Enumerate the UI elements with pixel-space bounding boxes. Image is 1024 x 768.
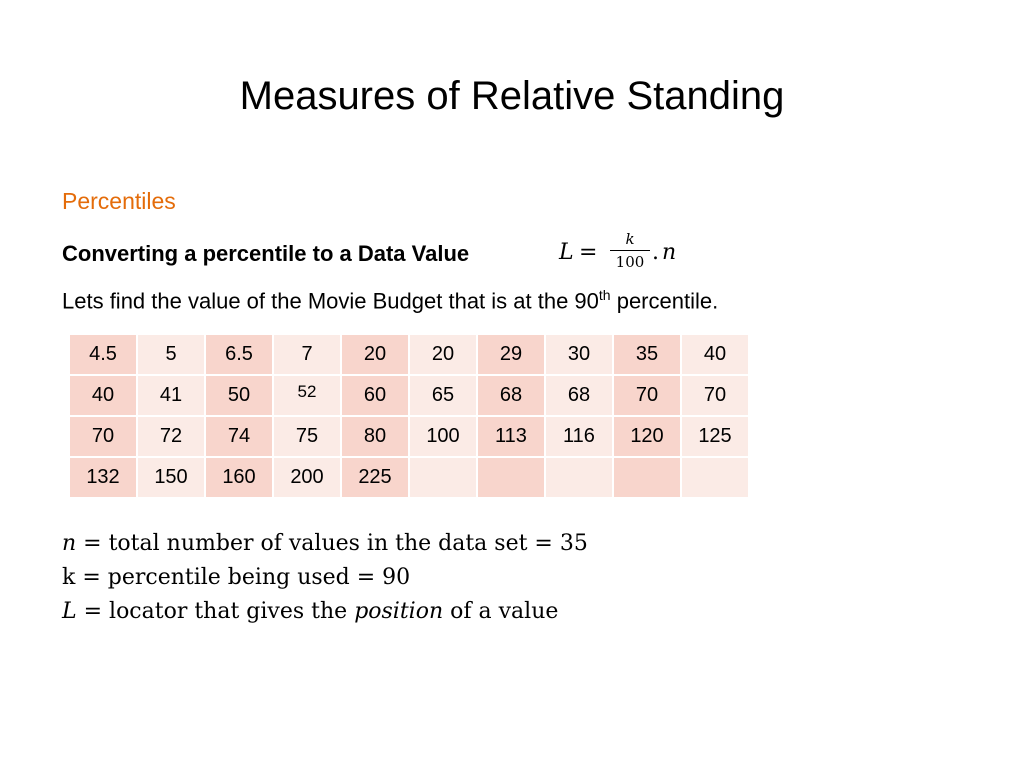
table-cell: 116 bbox=[546, 417, 612, 456]
table-cell: 132 bbox=[70, 458, 136, 497]
formula-numerator: k bbox=[625, 230, 635, 248]
definition-n: n = total number of values in the data s… bbox=[62, 527, 588, 561]
intro-sentence: Lets find the value of the Movie Budget … bbox=[62, 287, 718, 314]
table-cell: 52 bbox=[274, 376, 340, 415]
table-row: 4.5 5 6.5 7 20 20 29 30 35 40 bbox=[70, 335, 748, 374]
table-cell: 30 bbox=[546, 335, 612, 374]
table-cell: 40 bbox=[682, 335, 748, 374]
table-cell: 70 bbox=[70, 417, 136, 456]
table-cell: 75 bbox=[274, 417, 340, 456]
table-cell: 200 bbox=[274, 458, 340, 497]
table-cell: 20 bbox=[342, 335, 408, 374]
formula-n: n bbox=[662, 240, 677, 265]
convert-label: Converting a percentile to a Data Value bbox=[62, 241, 470, 266]
table-cell: 100 bbox=[410, 417, 476, 456]
table-cell bbox=[546, 458, 612, 497]
table-cell: 74 bbox=[206, 417, 272, 456]
l-definition-italic: position bbox=[354, 599, 444, 624]
table-cell: 29 bbox=[478, 335, 544, 374]
l-variable: L bbox=[62, 599, 77, 624]
table-cell: 150 bbox=[138, 458, 204, 497]
table-cell: 70 bbox=[614, 376, 680, 415]
table-cell: 35 bbox=[614, 335, 680, 374]
table-cell: 50 bbox=[206, 376, 272, 415]
table-cell: 160 bbox=[206, 458, 272, 497]
table-cell: 4.5 bbox=[70, 335, 136, 374]
intro-text-after: percentile. bbox=[610, 288, 719, 314]
intro-text-before: Lets find the value of the Movie Budget … bbox=[62, 288, 599, 314]
table-cell: 6.5 bbox=[206, 335, 272, 374]
table-row: 132 150 160 200 225 bbox=[70, 458, 748, 497]
table-cell: 41 bbox=[138, 376, 204, 415]
n-definition-text: = total number of values in the data set… bbox=[76, 531, 588, 556]
table-cell: 70 bbox=[682, 376, 748, 415]
table-cell: 80 bbox=[342, 417, 408, 456]
table-cell: 225 bbox=[342, 458, 408, 497]
formula-lhs: L bbox=[559, 240, 574, 265]
table-cell: 113 bbox=[478, 417, 544, 456]
table-cell: 72 bbox=[138, 417, 204, 456]
table-cell bbox=[682, 458, 748, 497]
table-cell: 40 bbox=[70, 376, 136, 415]
table-cell: 125 bbox=[682, 417, 748, 456]
table-cell: 60 bbox=[342, 376, 408, 415]
definitions: n = total number of values in the data s… bbox=[62, 527, 588, 629]
convert-row: Converting a percentile to a Data Value … bbox=[62, 230, 762, 272]
definition-k: k = percentile being used = 90 bbox=[62, 561, 588, 595]
k-definition-text: k = percentile being used = 90 bbox=[62, 565, 411, 590]
movie-budget-table: 4.5 5 6.5 7 20 20 29 30 35 40 40 41 50 52 60 65 68 68 70 70… bbox=[68, 333, 750, 499]
l-definition-before: = locator that gives the bbox=[76, 599, 355, 624]
l-definition-after: of a value bbox=[443, 599, 559, 624]
table-cell bbox=[410, 458, 476, 497]
table-cell bbox=[478, 458, 544, 497]
table-cell bbox=[614, 458, 680, 497]
n-variable: n bbox=[62, 531, 77, 556]
slide-title: Measures of Relative Standing bbox=[239, 74, 785, 118]
table-cell: 20 bbox=[410, 335, 476, 374]
table-cell: 65 bbox=[410, 376, 476, 415]
table-cell: 120 bbox=[614, 417, 680, 456]
definition-l: L = locator that gives the position of a… bbox=[62, 595, 588, 629]
table-cell: 5 bbox=[138, 335, 204, 374]
section-subheading: Percentiles bbox=[62, 188, 176, 214]
table-row: 40 41 50 52 60 65 68 68 70 70 bbox=[70, 376, 748, 415]
table-row: 70 72 74 75 80 100 113 116 120 125 bbox=[70, 417, 748, 456]
formula-dot: . bbox=[652, 240, 659, 265]
formula-fraction: k 100 bbox=[610, 229, 650, 271]
fraction-bar bbox=[610, 250, 650, 251]
table-cell: 7 bbox=[274, 335, 340, 374]
intro-superscript: th bbox=[598, 287, 611, 303]
formula-equals: = bbox=[579, 240, 598, 265]
table-cell: 68 bbox=[478, 376, 544, 415]
table-cell: 68 bbox=[546, 376, 612, 415]
formula-denominator: 100 bbox=[615, 253, 645, 271]
